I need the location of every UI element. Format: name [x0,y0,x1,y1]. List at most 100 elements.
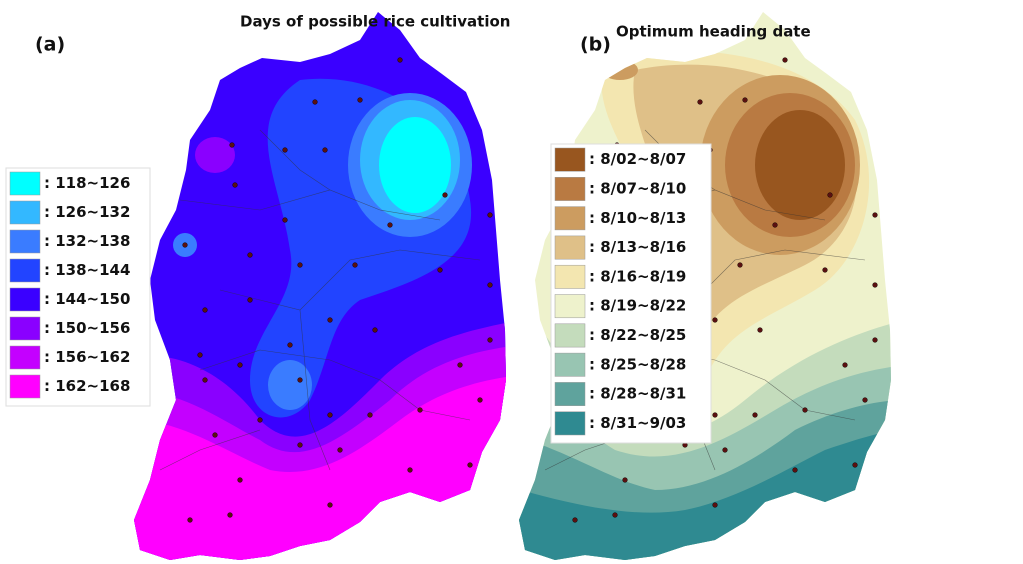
legend-swatch [555,412,585,435]
legend-label: : 8/22~8/25 [589,326,686,344]
station-dot [793,468,798,473]
legend-swatch [10,317,40,340]
legend-label: : 132~138 [44,232,130,250]
legend-swatch [555,148,585,171]
station-dot [183,243,188,248]
station-dot [418,408,423,413]
station-dot [488,338,493,343]
station-dot [213,433,218,438]
station-dot [388,223,393,228]
station-dot [313,100,318,105]
station-dot [753,413,758,418]
station-dot [248,253,253,258]
station-dot [258,418,263,423]
legend-swatch [10,259,40,282]
station-dot [443,193,448,198]
station-dot [488,283,493,288]
station-dot [713,413,718,418]
legend-swatch [10,201,40,224]
legend-label: : 8/28~8/31 [589,385,686,403]
station-dot [203,378,208,383]
station-dot [353,263,358,268]
station-dot [283,218,288,223]
legend-swatch [555,295,585,318]
station-dot [338,448,343,453]
station-dot [238,363,243,368]
legend-swatch [555,236,585,259]
station-dot [843,363,848,368]
station-dot [803,408,808,413]
panel-title: Optimum heading date [616,23,811,41]
station-dot [203,308,208,313]
legend-swatch [555,265,585,288]
legend-swatch [10,288,40,311]
legend-label: : 162~168 [44,377,130,395]
station-dot [478,398,483,403]
station-dot [228,513,233,518]
legend-swatch [555,353,585,376]
station-dot [230,143,235,148]
legend-label: : 8/07~8/10 [589,179,686,197]
station-dot [873,213,878,218]
station-dot [613,513,618,518]
station-dot [853,463,858,468]
station-dot [298,378,303,383]
station-dot [248,298,253,303]
station-dot [238,478,243,483]
station-dot [828,193,833,198]
legend-label: : 144~150 [44,290,130,308]
legend-label: : 126~132 [44,203,130,221]
map-a [100,0,520,564]
station-dot [713,318,718,323]
legend-swatch [555,177,585,200]
station-dot [873,283,878,288]
station-dot [823,268,828,273]
station-dot [328,413,333,418]
station-dot [283,148,288,153]
station-dot [408,468,413,473]
figure: Days of possible rice cultivation (a) Op… [0,0,1023,564]
station-dot [758,328,763,333]
station-dot [288,343,293,348]
legend-label: : 118~126 [44,174,130,192]
panel-title: Days of possible rice cultivation [240,13,510,31]
station-dot [323,148,328,153]
legend-label: : 8/10~8/13 [589,209,686,227]
legend-label: : 8/13~8/16 [589,238,686,256]
legend-label: : 8/31~9/03 [589,414,686,432]
station-dot [328,503,333,508]
station-dot [373,328,378,333]
legend-swatch [555,324,585,347]
station-dot [438,268,443,273]
station-dot [458,363,463,368]
station-dot [573,518,578,523]
station-dot [298,263,303,268]
legend-label: : 138~144 [44,261,130,279]
legend-label: : 150~156 [44,319,130,337]
station-dot [468,463,473,468]
station-dot [328,318,333,323]
legend-swatch [10,346,40,369]
station-dot [698,100,703,105]
station-dot [368,413,373,418]
station-dot [713,503,718,508]
station-dot [398,58,403,63]
station-dot [233,183,238,188]
station-dot [358,98,363,103]
panel-label: (a) [35,34,65,56]
station-dot [773,223,778,228]
legend-swatch [555,382,585,405]
station-dot [743,98,748,103]
station-dot [488,213,493,218]
station-dot [738,263,743,268]
legend-label: : 8/16~8/19 [589,267,686,285]
station-dot [623,478,628,483]
station-dot [863,398,868,403]
panel-label: (b) [580,34,611,56]
legend-swatch [10,230,40,253]
station-dot [873,338,878,343]
legend-label: : 8/25~8/28 [589,355,686,373]
legend-label: : 8/19~8/22 [589,297,686,315]
legend-label: : 8/02~8/07 [589,150,686,168]
legend-swatch [10,375,40,398]
